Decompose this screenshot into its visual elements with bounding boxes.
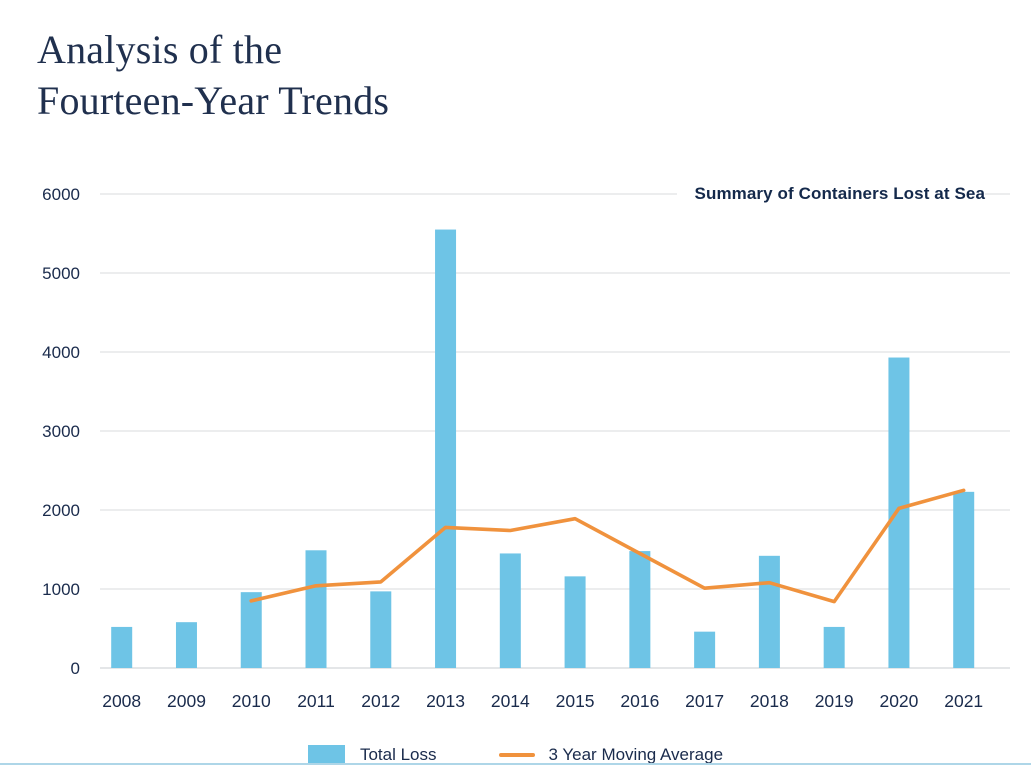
- x-axis-label-2011: 2011: [297, 691, 335, 711]
- bar-2021: [953, 491, 975, 668]
- chart-title: Summary of Containers Lost at Sea: [676, 184, 985, 204]
- y-axis-label-4000: 4000: [42, 343, 80, 362]
- x-axis-label-2012: 2012: [361, 691, 400, 711]
- page-title: Analysis of the Fourteen-Year Trends: [37, 24, 497, 126]
- y-axis-label-2000: 2000: [42, 501, 80, 520]
- x-axis-label-2013: 2013: [426, 691, 465, 711]
- bar-2020: [888, 357, 910, 668]
- y-axis-label-1000: 1000: [42, 580, 80, 599]
- legend-label-total-loss: Total Loss: [359, 744, 437, 764]
- bar-2009: [175, 622, 197, 668]
- legend-label-moving-average: 3 Year Moving Average: [548, 744, 724, 764]
- y-axis-label-0: 0: [71, 659, 80, 678]
- bar-2018: [758, 555, 780, 668]
- chart-legend: Total Loss 3 Year Moving Average: [0, 743, 1031, 766]
- x-axis-label-2020: 2020: [879, 691, 918, 711]
- bar-2012: [370, 591, 392, 668]
- bar-2014: [499, 553, 521, 668]
- legend-item-moving-average: 3 Year Moving Average: [498, 744, 724, 765]
- y-axis-label-3000: 3000: [42, 422, 80, 441]
- legend-item-total-loss: Total Loss: [307, 744, 437, 765]
- x-axis-label-2015: 2015: [556, 691, 595, 711]
- total-loss-swatch-icon: [307, 745, 345, 764]
- bar-2019: [823, 626, 845, 668]
- x-axis-label-2014: 2014: [491, 691, 530, 711]
- x-axis-label-2008: 2008: [102, 691, 141, 711]
- page-title-line-2: Fourteen-Year Trends: [37, 78, 390, 123]
- x-axis-label-2016: 2016: [620, 691, 659, 711]
- x-axis-label-2017: 2017: [685, 691, 724, 711]
- bar-2008: [111, 626, 133, 668]
- moving-average-line: [249, 488, 966, 604]
- page-title-line-1: Analysis of the: [37, 27, 283, 72]
- bar-2017: [694, 631, 716, 668]
- y-axis-label-5000: 5000: [42, 264, 80, 283]
- x-axis-label-2019: 2019: [815, 691, 854, 711]
- x-axis-label-2021: 2021: [944, 691, 983, 711]
- bar-2013: [435, 229, 457, 669]
- x-axis-label-2018: 2018: [750, 691, 789, 711]
- x-axis-label-2009: 2009: [167, 691, 206, 711]
- x-axis-label-2010: 2010: [232, 691, 271, 711]
- bar-2011: [305, 550, 327, 668]
- bar-2015: [564, 576, 586, 668]
- bar-2016: [629, 551, 651, 668]
- y-axis-label-6000: 6000: [42, 185, 80, 204]
- page-bottom-rule: [0, 763, 1031, 765]
- moving-average-line-icon: [498, 752, 535, 757]
- bar-2010: [240, 592, 262, 668]
